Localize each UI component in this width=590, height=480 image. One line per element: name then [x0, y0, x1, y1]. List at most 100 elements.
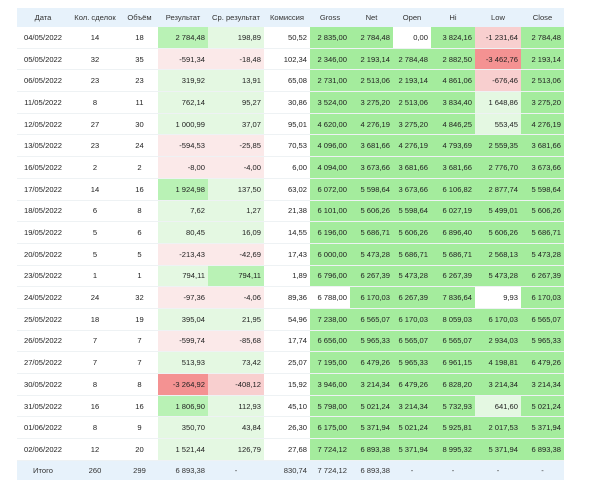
cell-avg-result: 126,79 — [208, 438, 264, 461]
cell-volume: 23 — [121, 69, 158, 93]
cell-avg-result: -85,68 — [208, 330, 264, 353]
cell-result: 1 806,90 — [158, 395, 208, 418]
cell-commission: 26,30 — [264, 416, 310, 440]
cell-close: 3 681,66 — [521, 134, 564, 158]
column-header-date[interactable]: Дата — [17, 8, 69, 27]
cell-result: 1 000,99 — [158, 113, 208, 136]
cell-hi: 3 824,16 — [431, 27, 475, 49]
cell-hi: 7 836,64 — [431, 286, 475, 309]
cell-avg-result: 16,09 — [208, 221, 264, 244]
column-header-net[interactable]: Net — [350, 8, 393, 27]
cell-gross: 7 195,00 — [310, 351, 350, 374]
column-header-gross[interactable]: Gross — [310, 8, 350, 27]
column-header-low[interactable]: Low — [475, 8, 521, 27]
cell-open: 6 565,07 — [393, 330, 431, 353]
cell-avg-result: 37,07 — [208, 113, 264, 136]
cell-trades-count: 24 — [69, 286, 121, 309]
cell-volume: 2 — [121, 156, 158, 179]
cell-open: 6 170,03 — [393, 308, 431, 331]
cell-close: 2 784,48 — [521, 27, 564, 49]
daily-results-table: Дата Кол. сделок Объём Результат Ср. результ… — [17, 8, 564, 480]
cell-gross: 6 796,00 — [310, 265, 350, 288]
table-row: 23/05/2022 1 1 794,11 794,11 1,89 6 796,00 6 26… — [17, 265, 564, 288]
cell-commission: 15,92 — [264, 373, 310, 396]
cell-commission: 54,96 — [264, 308, 310, 331]
column-header-commission[interactable]: Комиссия — [264, 8, 310, 27]
cell-gross: 6 175,00 — [310, 416, 350, 440]
cell-net: 6 170,03 — [350, 286, 393, 309]
total-avg-result: - — [208, 460, 264, 480]
cell-low: 2 568,13 — [475, 243, 521, 266]
cell-hi: 3 681,66 — [431, 156, 475, 179]
cell-result: 80,45 — [158, 221, 208, 244]
cell-date: 02/06/2022 — [17, 438, 69, 461]
cell-date: 24/05/2022 — [17, 286, 69, 309]
cell-volume: 18 — [121, 27, 158, 49]
cell-net: 2 193,14 — [350, 48, 393, 71]
table-row: 06/05/2022 23 23 319,92 13,91 65,08 2 731,00 2 … — [17, 69, 564, 93]
column-header-hi[interactable]: Hi — [431, 8, 475, 27]
cell-result: -213,43 — [158, 243, 208, 266]
cell-gross: 7 724,12 — [310, 438, 350, 461]
table-row: 01/06/2022 8 9 350,70 43,84 26,30 6 175,00 5 37… — [17, 416, 564, 440]
cell-date: 05/05/2022 — [17, 48, 69, 71]
column-header-close[interactable]: Close — [521, 8, 564, 27]
cell-date: 11/05/2022 — [17, 91, 69, 114]
cell-result: 350,70 — [158, 416, 208, 440]
column-header-trades-count[interactable]: Кол. сделок — [69, 8, 121, 27]
cell-date: 13/05/2022 — [17, 134, 69, 158]
cell-low: 5 606,26 — [475, 221, 521, 244]
table-row: 05/05/2022 32 35 -591,34 -18,48 102,34 2 346,0… — [17, 48, 564, 71]
cell-gross: 6 788,00 — [310, 286, 350, 309]
cell-date: 31/05/2022 — [17, 395, 69, 418]
cell-commission: 95,01 — [264, 113, 310, 136]
cell-trades-count: 16 — [69, 395, 121, 418]
cell-net: 5 965,33 — [350, 330, 393, 353]
cell-result: 1 924,98 — [158, 178, 208, 201]
cell-hi: 3 834,40 — [431, 91, 475, 114]
cell-volume: 20 — [121, 438, 158, 461]
column-header-avg-result[interactable]: Ср. результат — [208, 8, 264, 27]
cell-commission: 45,10 — [264, 395, 310, 418]
cell-hi: 6 565,07 — [431, 330, 475, 353]
cell-open: 4 276,19 — [393, 134, 431, 158]
cell-open: 3 673,66 — [393, 178, 431, 201]
cell-hi: 5 925,81 — [431, 416, 475, 440]
cell-low: 3 214,34 — [475, 373, 521, 396]
results-table-container: Дата Кол. сделок Объём Результат Ср. результ… — [17, 8, 564, 480]
cell-date: 01/06/2022 — [17, 416, 69, 440]
cell-open: 2 784,48 — [393, 48, 431, 71]
cell-result: -97,36 — [158, 286, 208, 309]
cell-volume: 19 — [121, 308, 158, 331]
cell-net: 6 565,07 — [350, 308, 393, 331]
cell-open: 3 214,34 — [393, 395, 431, 418]
cell-commission: 14,55 — [264, 221, 310, 244]
cell-gross: 4 096,00 — [310, 134, 350, 158]
cell-close: 6 565,07 — [521, 308, 564, 331]
cell-low: 641,60 — [475, 395, 521, 418]
cell-trades-count: 14 — [69, 27, 121, 49]
table-row: 25/05/2022 18 19 395,04 21,95 54,96 7 238,00 6 … — [17, 308, 564, 331]
column-header-result[interactable]: Результат — [158, 8, 208, 27]
table-body: 04/05/2022 14 18 2 784,48 198,89 50,52 2 835,0… — [17, 27, 564, 461]
cell-trades-count: 5 — [69, 221, 121, 244]
column-header-open[interactable]: Open — [393, 8, 431, 27]
cell-hi: 5 686,71 — [431, 243, 475, 266]
cell-avg-result: 73,42 — [208, 351, 264, 374]
cell-date: 27/05/2022 — [17, 351, 69, 374]
column-header-volume[interactable]: Объём — [121, 8, 158, 27]
cell-gross: 4 620,00 — [310, 113, 350, 136]
table-row: 24/05/2022 24 32 -97,36 -4,06 89,36 6 788,00 6 … — [17, 286, 564, 309]
cell-result: -3 264,92 — [158, 373, 208, 396]
cell-trades-count: 23 — [69, 69, 121, 93]
cell-gross: 6 101,00 — [310, 200, 350, 223]
cell-open: 5 473,28 — [393, 265, 431, 288]
cell-date: 26/05/2022 — [17, 330, 69, 353]
cell-gross: 6 072,00 — [310, 178, 350, 201]
table-row: 30/05/2022 8 8 -3 264,92 -408,12 15,92 3 946,0… — [17, 373, 564, 396]
cell-gross: 2 835,00 — [310, 27, 350, 49]
cell-low: -676,46 — [475, 69, 521, 93]
cell-close: 6 170,03 — [521, 286, 564, 309]
table-row: 11/05/2022 8 11 762,14 95,27 30,86 3 524,00 3 2… — [17, 91, 564, 114]
cell-date: 04/05/2022 — [17, 27, 69, 49]
